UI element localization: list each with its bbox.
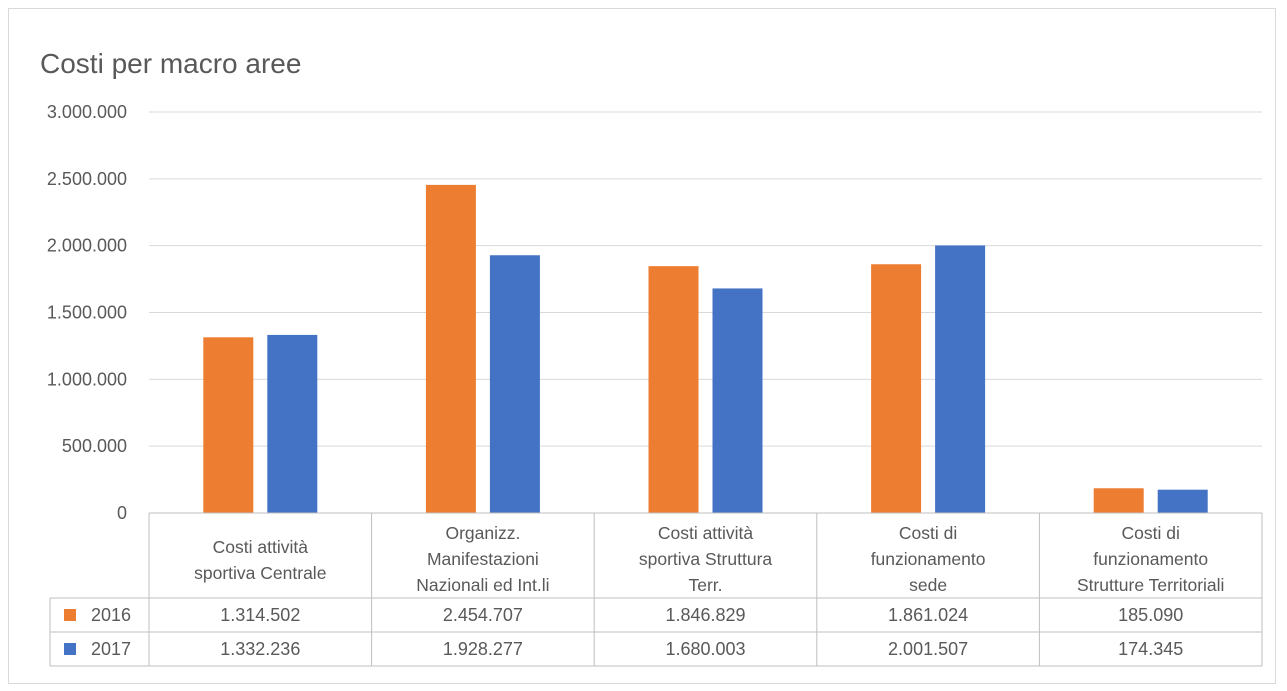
category-label: Organizz.	[445, 523, 520, 543]
category-label: Strutture Territoriali	[1077, 575, 1225, 595]
bar-2017-1	[267, 334, 318, 513]
bar-2017-4	[935, 245, 986, 514]
y-tick-label: 0	[117, 503, 127, 523]
y-axis-ticks: 0 500.000 1.000.000 1.500.000 2.000.000 2.500…	[47, 102, 127, 523]
category-label: Costi di	[1122, 523, 1180, 543]
legend-label-2016: 2016	[91, 605, 131, 625]
bars	[203, 184, 1208, 514]
y-tick-label: 500.000	[62, 436, 127, 456]
table-cell-value: 174.345	[1118, 639, 1183, 659]
category-label: sportiva Centrale	[194, 563, 326, 583]
y-tick-label: 3.000.000	[47, 102, 127, 122]
table-cell-value: 1.314.502	[220, 605, 300, 625]
table-cell-value: 2.454.707	[443, 605, 523, 625]
bar-2016-1	[203, 337, 254, 513]
bar-2017-3	[712, 288, 763, 513]
table-cell-value: 1.928.277	[443, 639, 523, 659]
bar-2016-2	[425, 184, 476, 513]
y-tick-label: 1.500.000	[47, 303, 127, 323]
category-label: funzionamento	[871, 549, 986, 569]
bar-2016-3	[648, 266, 699, 513]
category-label: Costi attività	[213, 537, 309, 557]
category-label: funzionamento	[1093, 549, 1208, 569]
category-label: Nazionali ed Int.li	[416, 575, 549, 595]
bar-2016-5	[1093, 488, 1144, 513]
legend-swatch-2017	[64, 643, 76, 655]
y-tick-label: 2.500.000	[47, 169, 127, 189]
chart-title: Costi per macro aree	[40, 48, 301, 79]
gridlines	[149, 111, 1262, 447]
chart-frame	[8, 8, 1276, 684]
category-label: sportiva Struttura	[639, 549, 773, 569]
data-table: Costi attività sportiva Centrale Organizz.…	[49, 512, 1263, 667]
bar-2017-5	[1157, 489, 1208, 513]
table-cell-value: 185.090	[1118, 605, 1183, 625]
category-label: Costi attività	[658, 523, 754, 543]
y-tick-label: 2.000.000	[47, 236, 127, 256]
category-label: Terr.	[688, 575, 722, 595]
table-cell-value: 1.332.236	[220, 639, 300, 659]
category-label: Manifestazioni	[427, 549, 539, 569]
legend-swatch-2016	[64, 609, 76, 621]
table-cell-value: 1.846.829	[665, 605, 745, 625]
category-label: sede	[909, 575, 947, 595]
bar-2016-4	[871, 264, 922, 513]
category-label: Costi di	[899, 523, 957, 543]
table-cell-value: 1.861.024	[888, 605, 968, 625]
legend-label-2017: 2017	[91, 639, 131, 659]
y-tick-label: 1.000.000	[47, 369, 127, 389]
table-cell-value: 2.001.507	[888, 639, 968, 659]
table-cell-value: 1.680.003	[665, 639, 745, 659]
bar-2017-2	[489, 255, 540, 513]
